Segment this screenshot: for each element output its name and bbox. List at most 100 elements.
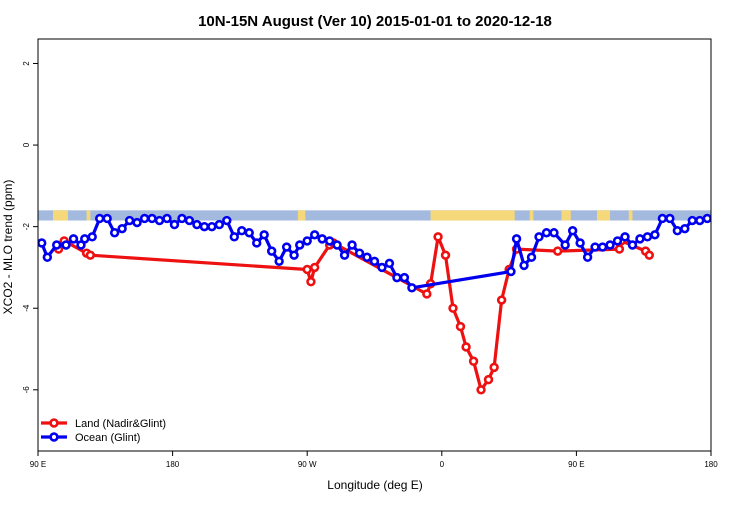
ocean-data-point xyxy=(519,260,529,271)
ocean-data-point xyxy=(259,230,269,240)
ocean-data-point xyxy=(266,246,277,256)
ocean-data-point xyxy=(42,252,53,262)
ocean-data-point xyxy=(511,234,522,244)
legend-item: Ocean (Glint) xyxy=(41,432,140,444)
ocean-data-point xyxy=(665,213,675,224)
x-tick-label: 90 E xyxy=(568,460,584,469)
land-band-segment xyxy=(86,210,91,221)
ocean-data-point xyxy=(407,283,417,293)
ocean-data-point xyxy=(332,240,342,250)
ocean-data-point xyxy=(582,252,593,262)
ocean-data-point xyxy=(635,234,645,244)
land-band-segment xyxy=(52,210,68,221)
ocean-data-point xyxy=(672,226,683,236)
legend-marker xyxy=(49,432,59,442)
ocean-data-point xyxy=(597,242,608,252)
ocean-data-point xyxy=(177,213,187,224)
ocean-data-point xyxy=(94,213,105,224)
ocean-data-point xyxy=(38,238,47,248)
ocean-data-point xyxy=(650,230,660,240)
land-data-point xyxy=(614,244,625,254)
ocean-data-point xyxy=(192,219,202,230)
ocean-data-point xyxy=(68,234,79,244)
ocean-data-point xyxy=(560,240,570,250)
plot-frame xyxy=(37,38,712,452)
ocean-data-point xyxy=(154,215,165,226)
ocean-data-point xyxy=(229,232,239,242)
ocean-data-point xyxy=(695,215,705,226)
ocean-data-point xyxy=(354,248,365,258)
ocean-data-point xyxy=(207,221,217,232)
ocean-data-point xyxy=(549,228,559,238)
ocean-data-point xyxy=(199,221,210,232)
land-band-segment xyxy=(596,210,611,221)
ocean-data-point xyxy=(295,240,305,250)
ocean-data-point xyxy=(680,223,690,234)
ocean-data-point xyxy=(399,272,410,283)
ocean-band xyxy=(38,210,711,221)
ocean-data-point xyxy=(324,236,335,246)
land-data-point xyxy=(476,385,486,395)
land-band-segment xyxy=(628,210,633,221)
y-tick-label: 2 xyxy=(22,61,31,66)
land-data-point xyxy=(489,362,499,373)
y-tick-label: -6 xyxy=(22,386,31,394)
ocean-data-point xyxy=(309,230,320,240)
series-group xyxy=(53,232,655,395)
land-data-point xyxy=(85,250,96,260)
land-data-point xyxy=(422,289,432,299)
ocean-data-point xyxy=(252,238,262,248)
ocean-data-point xyxy=(534,232,544,242)
ocean-data-point xyxy=(575,238,585,248)
legend-label: Ocean (Glint) xyxy=(75,432,140,444)
ocean-data-point xyxy=(61,240,71,250)
ocean-data-point xyxy=(139,213,150,224)
ocean-data-point xyxy=(169,219,180,230)
x-tick-label: 180 xyxy=(704,460,718,469)
ocean-data-point xyxy=(384,258,395,269)
ocean-data-point xyxy=(51,240,62,250)
y-tick-label: -4 xyxy=(22,304,31,312)
x-tick-label: 90 W xyxy=(298,460,317,469)
ocean-data-point xyxy=(102,213,112,224)
land-data-point xyxy=(461,342,471,352)
x-tick-label: 90 E xyxy=(30,460,46,469)
ocean-data-point xyxy=(214,219,225,230)
ocean-data-point xyxy=(222,215,232,226)
land-data-point xyxy=(440,250,451,260)
ocean-data-point xyxy=(612,236,623,246)
ocean-data-point xyxy=(526,252,537,262)
x-axis-label: Longitude (deg E) xyxy=(327,478,422,492)
legend-label: Land (Nadir&Glint) xyxy=(75,418,166,430)
land-data-point xyxy=(496,295,507,305)
ocean-data-point xyxy=(392,272,402,283)
ocean-data-point xyxy=(147,213,157,224)
ocean-data-point xyxy=(244,228,254,238)
land-data-point xyxy=(448,303,458,313)
ocean-data-point xyxy=(339,250,350,260)
ocean-data-point xyxy=(347,240,357,250)
ocean-data-point xyxy=(710,217,711,224)
land-data-point xyxy=(455,321,466,332)
ocean-data-point xyxy=(117,223,127,234)
ocean-data-point xyxy=(627,240,638,250)
ocean-data-point xyxy=(274,256,284,267)
land-band-segment xyxy=(529,210,534,221)
ocean-data-point xyxy=(289,250,299,260)
ocean-data-point xyxy=(567,226,578,236)
ocean-data-point xyxy=(657,213,668,224)
land-band-segment xyxy=(297,210,306,221)
land-band-segment xyxy=(561,210,571,221)
y-tick-label: 0 xyxy=(22,142,31,147)
chart-title: 10N-15N August (Ver 10) 2015-01-01 to 20… xyxy=(198,13,552,30)
land-data-point xyxy=(468,356,479,366)
ocean-data-point xyxy=(80,234,90,244)
ocean-data-point xyxy=(687,215,698,226)
series-group xyxy=(38,213,711,293)
ocean-data-point xyxy=(541,228,552,238)
ocean-data-point xyxy=(302,236,312,246)
legend-marker xyxy=(49,418,59,428)
ocean-data-point xyxy=(132,217,142,228)
ocean-data-point xyxy=(362,252,372,262)
